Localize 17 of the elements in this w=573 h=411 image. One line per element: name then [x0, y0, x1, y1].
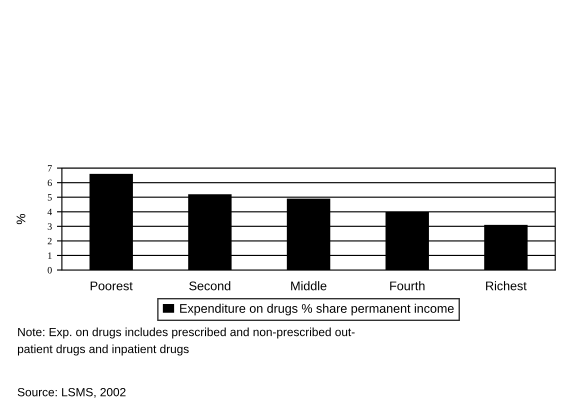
legend-label: Expenditure on drugs % share permanent income [180, 304, 454, 316]
y-tick-label: 5 [48, 194, 52, 201]
y-tick-label: 6 [48, 180, 52, 186]
text: Note: Exp. on drugs includes prescribed and non-prescribed out- patient drugs and inpatient drugs [18, 328, 355, 356]
y-tick-label: 1 [48, 252, 52, 259]
x-tick-label: Poorest [90, 282, 133, 290]
y-tick-label: 3 [48, 223, 52, 230]
y-axis-title: % [16, 214, 26, 224]
y-tick-label: 2 [48, 238, 52, 244]
y-tick-label: 4 [47, 208, 52, 216]
y-tick-label: 0 [48, 266, 52, 274]
x-tick-label: Middle [291, 281, 326, 290]
x-tick-label: Richest [486, 281, 527, 290]
x-tick-label: Fourth [390, 281, 424, 290]
source-note: Source: LSMS, 2002 [18, 388, 126, 398]
y-tick-label: 7 [48, 165, 52, 172]
x-tick-label: Second [189, 281, 230, 290]
